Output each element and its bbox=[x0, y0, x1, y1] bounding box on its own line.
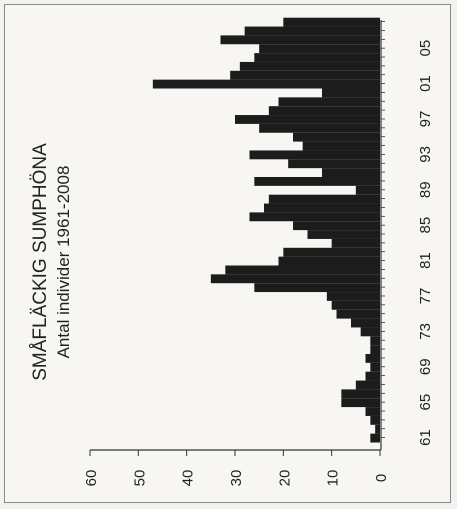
bar-1983 bbox=[331, 238, 380, 248]
year-tick-label-61: 61 bbox=[417, 429, 434, 446]
bar-2004 bbox=[254, 53, 380, 62]
bar-2002 bbox=[230, 70, 380, 80]
bar-1976 bbox=[331, 300, 380, 310]
bar-1966 bbox=[341, 389, 380, 399]
bar-1977 bbox=[326, 292, 380, 301]
bar-1981 bbox=[278, 256, 380, 266]
bar-1964 bbox=[365, 407, 380, 416]
year-tick-label-65: 65 bbox=[417, 394, 434, 411]
bar-2000 bbox=[322, 88, 380, 98]
bar-1967 bbox=[355, 380, 380, 390]
bar-1970 bbox=[365, 354, 380, 363]
year-tick-label-93: 93 bbox=[417, 146, 434, 163]
year-tick-label-85: 85 bbox=[417, 217, 434, 234]
bar-1989 bbox=[355, 185, 380, 195]
bar-2005 bbox=[259, 44, 380, 54]
plot-area: 0 10 20 30 40 50 60 61 65 69 73 77 81 85 89 93 97 01 05 bbox=[83, 17, 434, 487]
bar-1965 bbox=[341, 398, 380, 408]
value-tick-label-30: 30 bbox=[228, 470, 245, 487]
chart-subtitle: Antal individer 1961-2008 bbox=[54, 166, 73, 359]
bar-2007 bbox=[244, 26, 380, 36]
bar-1972 bbox=[370, 336, 380, 346]
bar-1999 bbox=[278, 97, 380, 107]
bar-1969 bbox=[370, 362, 380, 372]
value-tick-label-20: 20 bbox=[276, 470, 293, 487]
bar-1993 bbox=[249, 150, 380, 160]
year-tick-label-97: 97 bbox=[417, 111, 434, 128]
bar-1995 bbox=[293, 132, 380, 142]
year-tick-label-89: 89 bbox=[417, 181, 434, 198]
year-tick-label-05: 05 bbox=[417, 40, 434, 57]
bar-1985 bbox=[293, 221, 380, 231]
bar-1979 bbox=[210, 274, 380, 284]
chart-title: SMÅFLÄCKIG SUMPHÖNA bbox=[30, 143, 51, 381]
bar-1987 bbox=[264, 203, 380, 213]
bar-1973 bbox=[360, 327, 380, 337]
bar-1990 bbox=[254, 177, 380, 186]
chart-title-group: SMÅFLÄCKIG SUMPHÖNA Antal individer 1961… bbox=[30, 143, 73, 381]
bar-1974 bbox=[351, 318, 380, 328]
bar-1997 bbox=[235, 115, 380, 124]
value-tick-label-50: 50 bbox=[131, 470, 148, 487]
bar-1982 bbox=[283, 247, 380, 257]
year-tick-label-73: 73 bbox=[417, 323, 434, 340]
bar-1988 bbox=[268, 194, 380, 204]
bar-2008 bbox=[283, 17, 380, 27]
bar-1998 bbox=[268, 106, 380, 116]
bar-2006 bbox=[220, 35, 380, 45]
value-tick-label-10: 10 bbox=[325, 470, 342, 487]
bar-1975 bbox=[336, 309, 380, 319]
bar-1986 bbox=[249, 212, 380, 222]
bar-2001 bbox=[152, 79, 380, 89]
bar-1980 bbox=[225, 265, 380, 275]
year-tick-label-77: 77 bbox=[417, 288, 434, 305]
bar-1963 bbox=[370, 415, 380, 425]
bar-1971 bbox=[370, 345, 380, 354]
bar-1968 bbox=[365, 371, 380, 381]
bar-1962 bbox=[375, 424, 380, 434]
bar-1991 bbox=[322, 168, 380, 177]
year-tick-label-69: 69 bbox=[417, 358, 434, 375]
value-tick-label-60: 60 bbox=[83, 470, 100, 487]
year-tick-label-01: 01 bbox=[417, 75, 434, 92]
bar-1994 bbox=[302, 141, 380, 151]
bar-1996 bbox=[259, 123, 380, 133]
bar-1984 bbox=[307, 230, 380, 239]
bar-1961 bbox=[370, 433, 380, 443]
bar-1978 bbox=[254, 283, 380, 293]
bar-1992 bbox=[288, 159, 380, 169]
bar-2003 bbox=[239, 61, 380, 71]
value-tick-label-40: 40 bbox=[180, 470, 197, 487]
year-tick-label-81: 81 bbox=[417, 252, 434, 269]
value-tick-label-0: 0 bbox=[373, 474, 390, 482]
